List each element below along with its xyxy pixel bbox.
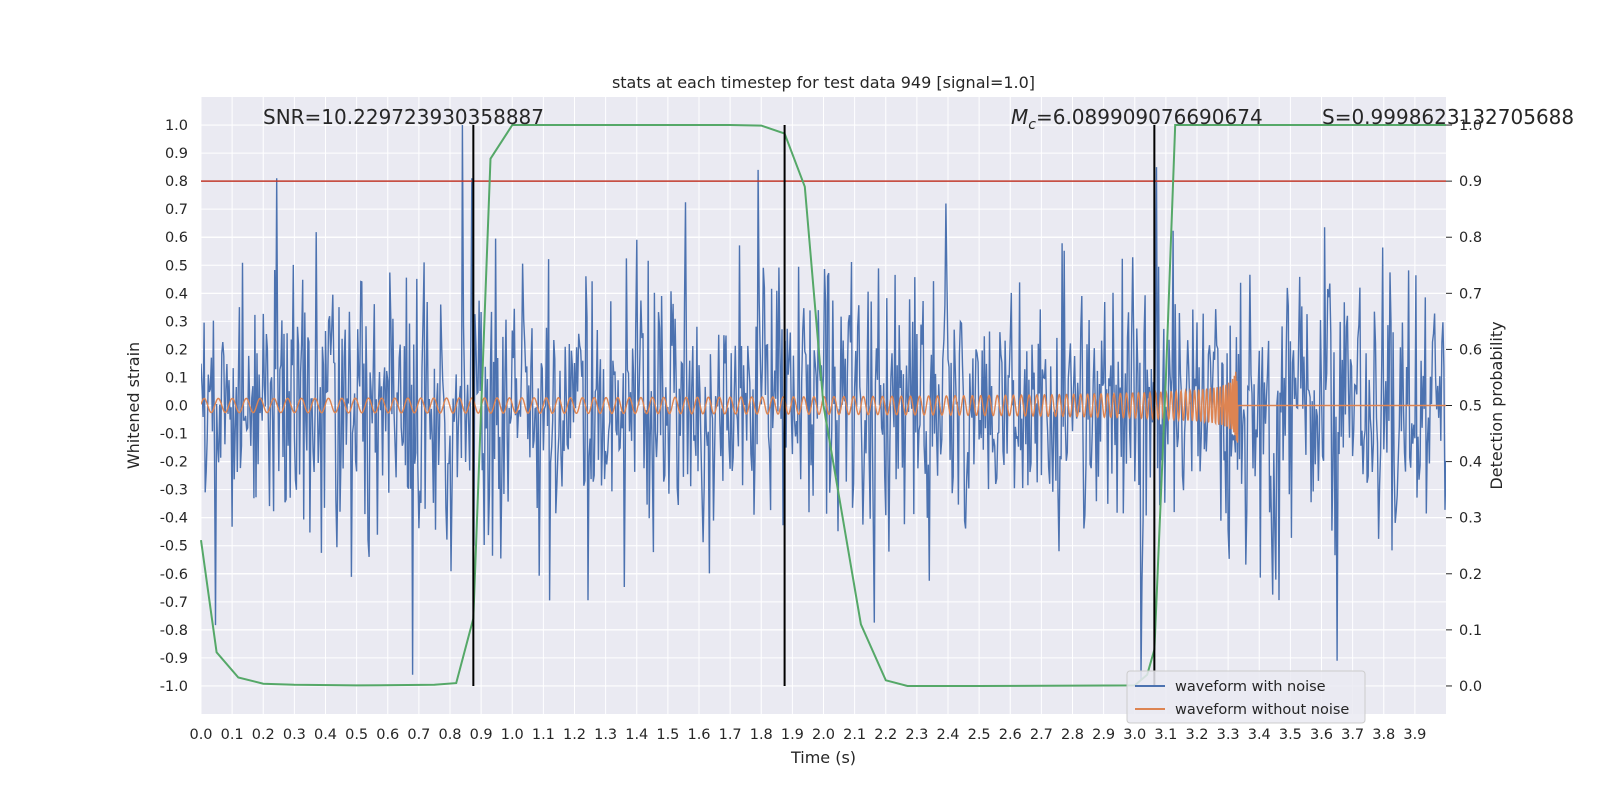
x-tick-label: 1.2 bbox=[563, 727, 586, 743]
x-tick-label: 3.5 bbox=[1279, 727, 1302, 743]
y2-tick-label: 0.9 bbox=[1459, 174, 1482, 190]
y-tick-label: 0.4 bbox=[165, 286, 188, 302]
x-tick-label: 2.5 bbox=[968, 727, 991, 743]
x-tick-label: 0.2 bbox=[252, 727, 275, 743]
x-tick-label: 2.6 bbox=[999, 727, 1022, 743]
x-tick-label: 3.3 bbox=[1217, 727, 1240, 743]
y2-tick-label: 0.6 bbox=[1459, 342, 1482, 358]
x-tick-label: 2.1 bbox=[843, 727, 866, 743]
x-tick-label: 3.8 bbox=[1372, 727, 1395, 743]
x-tick-label: 1.4 bbox=[625, 727, 648, 743]
y2-tick-label: 1.0 bbox=[1459, 118, 1482, 134]
x-tick-label: 0.1 bbox=[221, 727, 244, 743]
x-tick-label: 2.0 bbox=[812, 727, 835, 743]
legend-entry: waveform with noise bbox=[1175, 679, 1326, 695]
x-tick-label: 0.6 bbox=[376, 727, 399, 743]
y-tick-label: 1.0 bbox=[165, 118, 188, 134]
x-tick-label: 1.6 bbox=[687, 727, 710, 743]
chirp-mass-annotation: Mc=6.089909076690674 bbox=[1011, 105, 1263, 133]
y2-tick-label: 0.3 bbox=[1459, 511, 1482, 527]
y-tick-label: 0.6 bbox=[165, 230, 188, 246]
x-tick-label: 2.3 bbox=[905, 727, 928, 743]
x-tick-label: 1.1 bbox=[532, 727, 555, 743]
legend-entry: waveform without noise bbox=[1175, 702, 1349, 718]
y2-tick-label: 0.4 bbox=[1459, 455, 1482, 471]
x-tick-label: 0.9 bbox=[470, 727, 493, 743]
mc-symbol: M bbox=[1011, 105, 1028, 129]
x-tick-label: 1.9 bbox=[781, 727, 804, 743]
x-tick-label: 2.2 bbox=[874, 727, 897, 743]
x-tick-label: 3.9 bbox=[1403, 727, 1426, 743]
y-tick-label: 0.1 bbox=[165, 370, 188, 386]
x-tick-label: 0.0 bbox=[189, 727, 212, 743]
y-tick-label: -0.9 bbox=[160, 651, 188, 667]
x-tick-label: 0.5 bbox=[345, 727, 368, 743]
x-tick-label: 1.0 bbox=[501, 727, 524, 743]
chart-marks bbox=[200, 124, 1446, 687]
x-tick-label: 3.0 bbox=[1123, 727, 1146, 743]
x-tick-label: 2.4 bbox=[936, 727, 959, 743]
x-tick-label: 3.4 bbox=[1248, 727, 1271, 743]
y2-tick-label: 0.5 bbox=[1459, 399, 1482, 415]
y-tick-label: 0.8 bbox=[165, 174, 188, 190]
y2-tick-label: 0.0 bbox=[1459, 679, 1482, 695]
snr-annotation: SNR=10.229723930358887 bbox=[263, 105, 544, 129]
y-tick-label: -0.8 bbox=[160, 623, 188, 639]
x-tick-label: 0.7 bbox=[407, 727, 430, 743]
y-tick-label: -0.6 bbox=[160, 567, 188, 583]
y-tick-label: -0.5 bbox=[160, 539, 188, 555]
y-tick-label: -0.1 bbox=[160, 427, 188, 443]
y-tick-label: 0.0 bbox=[165, 399, 188, 415]
y-tick-label: -0.7 bbox=[160, 595, 188, 611]
y2-axis-label: Detection probability bbox=[1487, 321, 1506, 489]
y-tick-label: 0.5 bbox=[165, 258, 188, 274]
x-tick-label: 1.8 bbox=[750, 727, 773, 743]
x-tick-label: 0.8 bbox=[438, 727, 461, 743]
axes-text: stats at each timestep for test data 949… bbox=[124, 73, 1574, 767]
x-tick-label: 3.7 bbox=[1341, 727, 1364, 743]
series-waveform-with-noise bbox=[201, 124, 1446, 681]
y2-tick-label: 0.2 bbox=[1459, 567, 1482, 583]
y-tick-label: 0.7 bbox=[165, 202, 188, 218]
legend: waveform with noise waveform without nois… bbox=[1126, 670, 1366, 724]
chart-title: stats at each timestep for test data 949… bbox=[612, 73, 1035, 92]
x-tick-label: 1.7 bbox=[719, 727, 742, 743]
y-tick-label: 0.2 bbox=[165, 342, 188, 358]
y2-tick-label: 0.1 bbox=[1459, 623, 1482, 639]
y-tick-label: -0.2 bbox=[160, 455, 188, 471]
x-tick-label: 0.3 bbox=[283, 727, 306, 743]
x-tick-label: 3.2 bbox=[1185, 727, 1208, 743]
x-tick-label: 2.7 bbox=[1030, 727, 1053, 743]
y-tick-label: 0.3 bbox=[165, 314, 188, 330]
x-tick-label: 0.4 bbox=[314, 727, 337, 743]
y2-tick-label: 0.8 bbox=[1459, 230, 1482, 246]
y-tick-label: -1.0 bbox=[160, 679, 188, 695]
y-tick-label: -0.4 bbox=[160, 511, 188, 527]
y-tick-label: 0.9 bbox=[165, 146, 188, 162]
x-tick-label: 1.3 bbox=[594, 727, 617, 743]
mc-subscript: c bbox=[1028, 117, 1036, 133]
y-axis-label: Whitened strain bbox=[124, 342, 143, 469]
x-tick-label: 2.8 bbox=[1061, 727, 1084, 743]
y2-tick-label: 0.7 bbox=[1459, 286, 1482, 302]
legend-box bbox=[1126, 670, 1366, 724]
series-detection-probability bbox=[200, 124, 1446, 687]
y-tick-label: -0.3 bbox=[160, 483, 188, 499]
x-tick-label: 3.1 bbox=[1154, 727, 1177, 743]
x-axis-label: Time (s) bbox=[790, 748, 856, 767]
x-tick-label: 1.5 bbox=[656, 727, 679, 743]
mc-value: =6.089909076690674 bbox=[1036, 105, 1263, 129]
x-tick-label: 3.6 bbox=[1310, 727, 1333, 743]
x-tick-label: 2.9 bbox=[1092, 727, 1115, 743]
